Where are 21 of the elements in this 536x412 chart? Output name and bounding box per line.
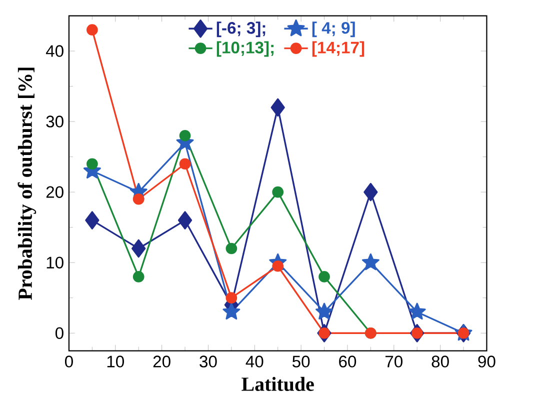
x-tick-label: 10 — [107, 356, 124, 368]
y-tick-label: 30 — [46, 116, 64, 128]
x-tick-label: 30 — [200, 356, 217, 368]
y-tick-label: 0 — [55, 327, 64, 340]
y-tick-label: 10 — [46, 256, 64, 269]
legend-label: [14;17] — [312, 41, 364, 57]
x-tick-label: 80 — [432, 356, 449, 368]
x-tick-label: 40 — [246, 356, 264, 368]
y-axis-title: Probability of outburst [%] — [18, 68, 36, 300]
legend-label: [-6; 3]; — [216, 22, 266, 38]
x-tick-label: 60 — [339, 356, 356, 368]
y-tick-label: 40 — [46, 45, 64, 57]
x-tick-label: 70 — [385, 356, 402, 368]
legend-label: [ 4; 9] — [312, 22, 355, 38]
x-tick-label: 90 — [478, 356, 496, 368]
x-axis-title: Latitude — [242, 377, 314, 392]
x-tick-label: 20 — [153, 356, 170, 368]
x-tick-label: 0 — [65, 356, 73, 368]
x-tick-label: 50 — [292, 356, 310, 368]
y-tick-label: 20 — [46, 186, 64, 198]
legend-label: [10;13]; — [216, 41, 274, 57]
